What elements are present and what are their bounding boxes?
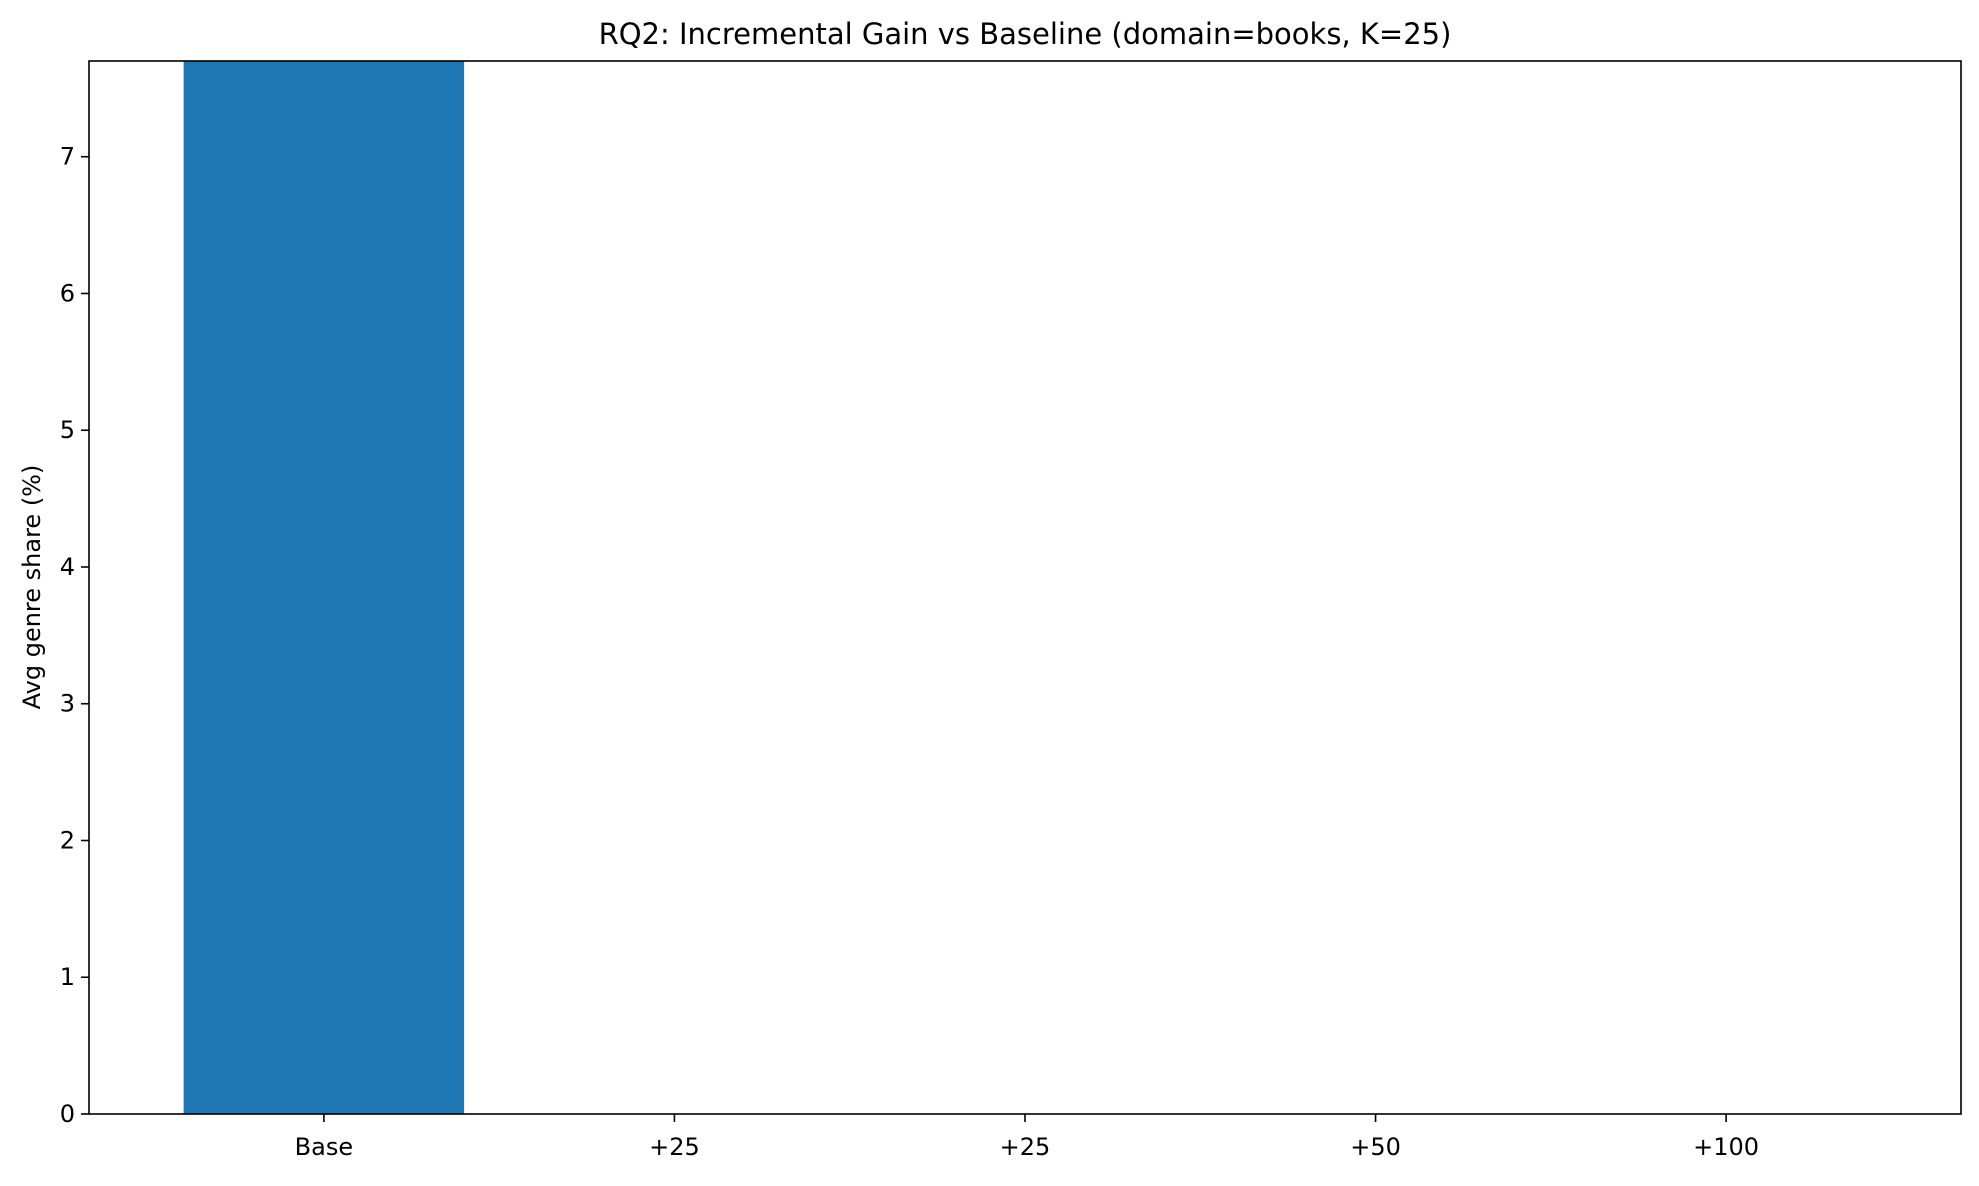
y-axis: 0 1 2 3 4 5 6 7 (60, 143, 89, 1128)
y-tick-label-7: 7 (60, 143, 75, 171)
x-tick-label-4: +100 (1693, 1133, 1759, 1161)
bar-0 (183, 61, 465, 1114)
y-axis-label: Avg genre share (%) (18, 465, 46, 710)
x-tick-label-2: +25 (1000, 1133, 1051, 1161)
plot-area-frame (88, 60, 1962, 1115)
y-tick-label-2: 2 (60, 826, 75, 854)
bars-layer (183, 61, 465, 1114)
y-tick-label-1: 1 (60, 963, 75, 991)
y-tick-label-5: 5 (60, 416, 75, 444)
x-tick-label-3: +50 (1350, 1133, 1401, 1161)
x-axis: Base +25 +25 +50 +100 (295, 1114, 1759, 1161)
x-tick-label-1: +25 (649, 1133, 700, 1161)
y-tick-label-3: 3 (60, 690, 75, 718)
y-tick-label-6: 6 (60, 279, 75, 307)
y-tick-label-0: 0 (60, 1100, 75, 1128)
x-tick-label-0: Base (295, 1133, 353, 1161)
chart-title: RQ2: Incremental Gain vs Baseline (domai… (599, 17, 1452, 51)
y-tick-label-4: 4 (60, 553, 75, 581)
